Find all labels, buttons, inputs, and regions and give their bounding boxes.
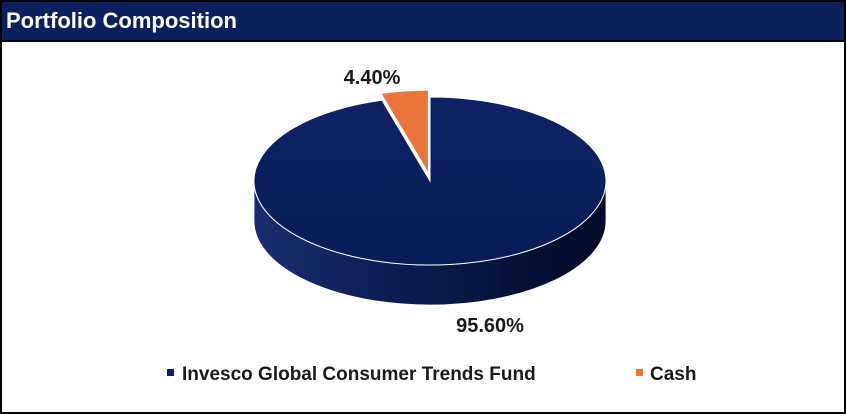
pie-chart: 4.40% 95.60% Invesco Global Consumer Tre… xyxy=(167,67,696,385)
pie-slice-cash xyxy=(379,89,430,177)
legend-swatch-fund xyxy=(167,369,174,376)
data-label-cash: 4.40% xyxy=(344,67,401,89)
title-bar: Portfolio Composition xyxy=(2,2,844,42)
chart-title: Portfolio Composition xyxy=(6,8,237,33)
legend: Invesco Global Consumer Trends Fund Cash xyxy=(167,364,696,385)
legend-label-cash: Cash xyxy=(650,364,696,385)
data-label-fund: 95.60% xyxy=(456,315,524,337)
legend-swatch-cash xyxy=(636,369,643,376)
pie-slice-fund xyxy=(253,96,607,266)
legend-label-fund: Invesco Global Consumer Trends Fund xyxy=(182,364,536,385)
